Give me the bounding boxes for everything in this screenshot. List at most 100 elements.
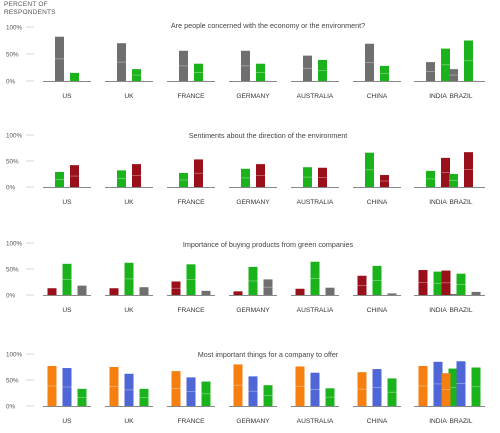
y-tick-label: 100%: [6, 241, 23, 248]
bar-uk-2: [124, 262, 134, 295]
bar-germany-2: [248, 376, 258, 406]
x-tick-label: INDIA: [429, 93, 447, 100]
y-tick-label: 50%: [6, 159, 19, 166]
x-tick-label: AUSTRALIA: [297, 93, 334, 100]
y-tick-label: 0%: [6, 185, 16, 192]
chart-panel-1: Are people concerned with the economy or…: [6, 21, 485, 100]
bar-france-1: [171, 371, 181, 406]
bar-france-3: [201, 381, 211, 406]
x-tick-label: AUSTRALIA: [297, 307, 334, 314]
bar-china-3: [387, 293, 397, 295]
x-tick-label: UK: [124, 307, 134, 314]
bar-india-2: [441, 48, 450, 81]
bar-china-1: [357, 372, 367, 406]
bar-australia-2: [310, 261, 320, 295]
bar-brazil-2: [456, 361, 466, 406]
bar-france-2: [194, 63, 203, 81]
x-tick-label: BRAZIL: [449, 199, 472, 206]
bar-china-1: [365, 43, 374, 81]
bar-australia-1: [295, 288, 305, 295]
x-tick-label: CHINA: [367, 307, 388, 314]
bar-australia-1: [303, 167, 312, 187]
bar-brazil-1: [449, 69, 458, 81]
chart-title: Are people concerned with the economy or…: [171, 21, 365, 30]
bar-brazil-3: [471, 367, 481, 406]
bar-india-3: [448, 368, 458, 406]
y-tick-label: 0%: [6, 79, 16, 86]
chart-panel-4: Most important things for a company to o…: [6, 350, 485, 425]
bar-uk-1: [109, 367, 119, 406]
x-tick-label: CHINA: [367, 199, 388, 206]
chart-title: Most important things for a company to o…: [198, 350, 339, 359]
x-tick-label: UK: [124, 199, 134, 206]
bar-india-1: [426, 170, 435, 187]
bar-china-3: [387, 378, 397, 406]
bar-brazil-3: [471, 291, 481, 295]
bar-germany-1: [233, 291, 243, 295]
y-tick-label: 50%: [6, 267, 19, 274]
bar-us-3: [77, 285, 87, 295]
x-tick-label: GERMANY: [236, 199, 270, 206]
bar-france-2: [186, 377, 196, 406]
bar-brazil-2: [464, 40, 473, 81]
x-tick-label: GERMANY: [236, 307, 270, 314]
x-tick-label: AUSTRALIA: [297, 199, 334, 206]
bar-uk-3: [139, 388, 149, 406]
x-tick-label: US: [62, 93, 72, 100]
y-tick-label: 100%: [6, 25, 23, 32]
x-tick-label: CHINA: [367, 93, 388, 100]
bar-us-2: [62, 263, 72, 295]
y-tick-label: 50%: [6, 378, 19, 385]
bar-brazil-2: [456, 273, 466, 295]
x-tick-label: FRANCE: [177, 418, 205, 425]
chart-panel-2: Sentiments about the direction of the en…: [6, 131, 485, 206]
bar-australia-1: [303, 55, 312, 81]
chart-title: Importance of buying products from green…: [183, 240, 354, 249]
bar-australia-2: [318, 59, 327, 81]
y-tick-label: 0%: [6, 404, 16, 411]
bar-germany-2: [256, 164, 265, 187]
bar-australia-2: [310, 372, 320, 406]
x-tick-label: AUSTRALIA: [297, 418, 334, 425]
bar-india-1: [418, 365, 428, 406]
bar-australia-1: [295, 366, 305, 406]
bar-india-3: [448, 293, 458, 295]
x-tick-label: GERMANY: [236, 418, 270, 425]
x-tick-label: FRANCE: [177, 93, 205, 100]
chart-panel-3: Importance of buying products from green…: [6, 240, 485, 314]
bar-us-1: [55, 36, 64, 81]
bar-uk-1: [117, 43, 126, 81]
bar-uk-1: [117, 170, 126, 187]
bar-france-1: [171, 281, 181, 295]
bar-france-2: [194, 159, 203, 187]
x-tick-label: INDIA: [429, 418, 447, 425]
x-tick-label: UK: [124, 418, 134, 425]
x-tick-label: CHINA: [367, 418, 388, 425]
bar-germany-3: [263, 279, 273, 295]
bar-china-2: [372, 265, 382, 295]
bar-germany-3: [263, 385, 273, 406]
x-tick-label: BRAZIL: [449, 307, 472, 314]
bar-brazil-2: [464, 152, 473, 187]
bar-germany-2: [256, 63, 265, 81]
x-tick-label: GERMANY: [236, 93, 270, 100]
x-tick-label: FRANCE: [177, 199, 205, 206]
x-tick-label: FRANCE: [177, 307, 205, 314]
bar-us-1: [47, 288, 57, 295]
bar-france-1: [179, 172, 188, 187]
bar-india-1: [418, 270, 428, 295]
bar-us-1: [47, 365, 57, 406]
x-tick-label: BRAZIL: [449, 418, 472, 425]
y-tick-label: 100%: [6, 352, 23, 359]
bar-china-1: [357, 275, 367, 295]
bar-uk-3: [139, 287, 149, 295]
bar-australia-3: [325, 388, 335, 406]
bar-germany-1: [233, 364, 243, 406]
bar-brazil-1: [441, 270, 451, 295]
bar-brazil-1: [449, 174, 458, 187]
y-tick-label: 100%: [6, 133, 23, 140]
bar-us-2: [70, 165, 79, 187]
bar-brazil-1: [441, 373, 451, 406]
y-axis-title: PERCENT OF RESPONDENTS: [4, 1, 56, 16]
x-tick-label: US: [62, 307, 72, 314]
